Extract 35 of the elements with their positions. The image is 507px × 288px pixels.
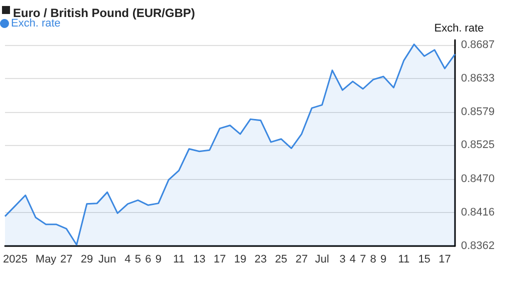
chart-title: Euro / British Pound (EUR/GBP): [13, 6, 195, 20]
x-tick-label: 2025: [2, 254, 28, 266]
y-tick-label: 0.8687: [461, 38, 495, 51]
y-tick-label: 0.8633: [461, 72, 495, 84]
y-axis-title: Exch. rate: [434, 22, 484, 34]
y-tick-label: 0.8362: [461, 240, 495, 252]
x-tick-label: May: [36, 254, 57, 266]
legend-label: Exch. rate: [11, 18, 61, 30]
x-tick-label: 23: [254, 254, 267, 266]
x-tick-label: 25: [275, 254, 288, 266]
x-tick-label: 15: [418, 254, 430, 266]
x-tick-label: 8: [370, 254, 376, 266]
x-tick-label: 6: [145, 254, 152, 266]
x-tick-label: 17: [214, 254, 226, 266]
x-tick-label: 29: [80, 254, 93, 266]
x-tick-label: 7: [360, 254, 366, 266]
x-tick-label: 4: [350, 254, 356, 266]
x-tick-label: 13: [193, 254, 206, 266]
x-tick-label: 9: [155, 254, 162, 266]
x-tick-label: 11: [398, 254, 410, 266]
x-tick-label: Jul: [315, 254, 330, 266]
x-tick-label: 19: [234, 254, 246, 266]
x-tick-label: 5: [134, 254, 142, 266]
x-tick-label: 27: [295, 254, 308, 266]
x-tick-label: 4: [124, 254, 131, 266]
y-tick-label: 0.8579: [461, 106, 495, 118]
y-tick-label: 0.8525: [461, 139, 495, 152]
x-tick-label: 27: [60, 254, 72, 266]
x-tick-label: 3: [339, 254, 346, 266]
x-tick-label: 17: [438, 254, 451, 266]
x-tick-label: Jun: [98, 254, 116, 266]
x-tick-label: 11: [173, 254, 185, 266]
y-tick-label: 0.8416: [461, 206, 495, 219]
x-tick-label: 9: [380, 254, 386, 266]
y-tick-label: 0.8470: [461, 173, 495, 186]
